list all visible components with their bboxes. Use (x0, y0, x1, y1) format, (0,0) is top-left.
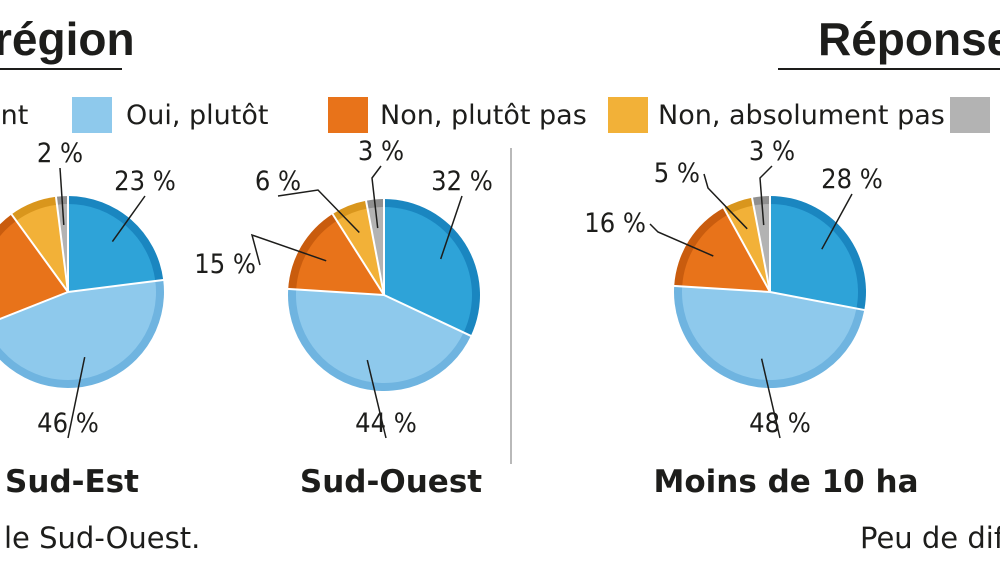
slice-value-label: 3 % (749, 136, 795, 167)
pie-chart-3: 28 % 48 % 16 % 5 % 3 % (584, 136, 883, 439)
legend-label: ent (0, 100, 29, 131)
slice-value-label: 15 % (194, 249, 256, 280)
leader-line (111, 195, 146, 243)
slice-separator (750, 196, 771, 293)
slice-value-label: 32 % (431, 166, 493, 197)
slice-value-label: 48 % (749, 408, 811, 439)
chart-title-moins-de-10-ha: Moins de 10 ha (653, 464, 919, 500)
leader-line (277, 189, 360, 234)
slice-non-absolument-pas (336, 208, 384, 295)
slice-non-plutot-pas (0, 220, 68, 319)
leader-line (703, 173, 748, 230)
slice-value-label: 46 % (37, 408, 99, 439)
slice-separator (383, 294, 473, 338)
legend-label: Non, absolument pas (658, 100, 945, 131)
slice-non-plutot-pas (682, 214, 770, 292)
legend-label: Non, plutôt pas (380, 100, 587, 131)
slice-value-label: 2 % (37, 138, 83, 169)
chart-title-sud-est: Sud-Est (5, 464, 139, 500)
slice-oui-tout-a-fait (384, 207, 472, 333)
legend-swatch (950, 97, 990, 133)
slice-value-label: 28 % (821, 164, 883, 195)
slice-separator (54, 195, 69, 293)
slice-oui-plutot (0, 280, 156, 380)
leader-line (821, 193, 853, 250)
leader-line (250, 233, 327, 266)
pie-chart-1: 23 % 46 % 2 % (0, 138, 176, 439)
slice-oui-tout-a-fait (68, 204, 156, 292)
caption-right: Peu de dif (860, 521, 1000, 555)
section-title-reponses: Réponses (818, 13, 1000, 65)
slice-separator (67, 278, 165, 293)
slice-non-plutot-pas (296, 220, 384, 295)
caption-left: le Sud-Ouest. (4, 521, 201, 555)
slice-oui-plutot (681, 286, 857, 381)
slice-separator (769, 291, 866, 312)
leader-line (649, 223, 714, 257)
panel-divider (510, 148, 512, 464)
slice-value-label: 3 % (358, 136, 404, 167)
slice-value-label: 44 % (355, 408, 417, 439)
title-underline-left (0, 68, 122, 70)
slice-separator (364, 199, 385, 296)
slice-separator (10, 212, 69, 293)
slice-value-label: 5 % (654, 158, 700, 189)
chart-title-sud-ouest: Sud-Ouest (299, 464, 483, 500)
pie-chart-2: 32 % 44 % 15 % 6 % 3 % (194, 136, 493, 439)
slice-separator (673, 284, 771, 293)
leader-line (439, 195, 463, 260)
legend-swatch (328, 97, 368, 133)
legend-label: Oui, plutôt (126, 100, 269, 131)
leader-line (371, 165, 382, 229)
chart-legend: ent Oui, plutôt Non, plutôt pas Non, abs… (0, 96, 1000, 136)
slice-separator (287, 287, 385, 296)
slice-non-absolument-pas (727, 205, 770, 292)
leader-line (760, 358, 781, 439)
title-underline-right (778, 68, 1000, 70)
leader-line (759, 165, 773, 226)
slice-non-absolument-pas (16, 204, 68, 292)
section-title-region: région (0, 13, 135, 65)
leader-line (366, 359, 387, 439)
slice-separator (331, 212, 385, 296)
slice-separator (722, 206, 771, 293)
legend-swatch (72, 97, 112, 133)
slice-value-label: 23 % (114, 166, 176, 197)
slice-separator (0, 291, 69, 320)
slice-oui-tout-a-fait (770, 204, 858, 309)
slice-value-label: 6 % (255, 166, 301, 197)
leader-line (67, 356, 86, 439)
legend-swatch (608, 97, 648, 133)
leader-line (59, 167, 65, 225)
slice-value-label: 16 % (584, 208, 646, 239)
